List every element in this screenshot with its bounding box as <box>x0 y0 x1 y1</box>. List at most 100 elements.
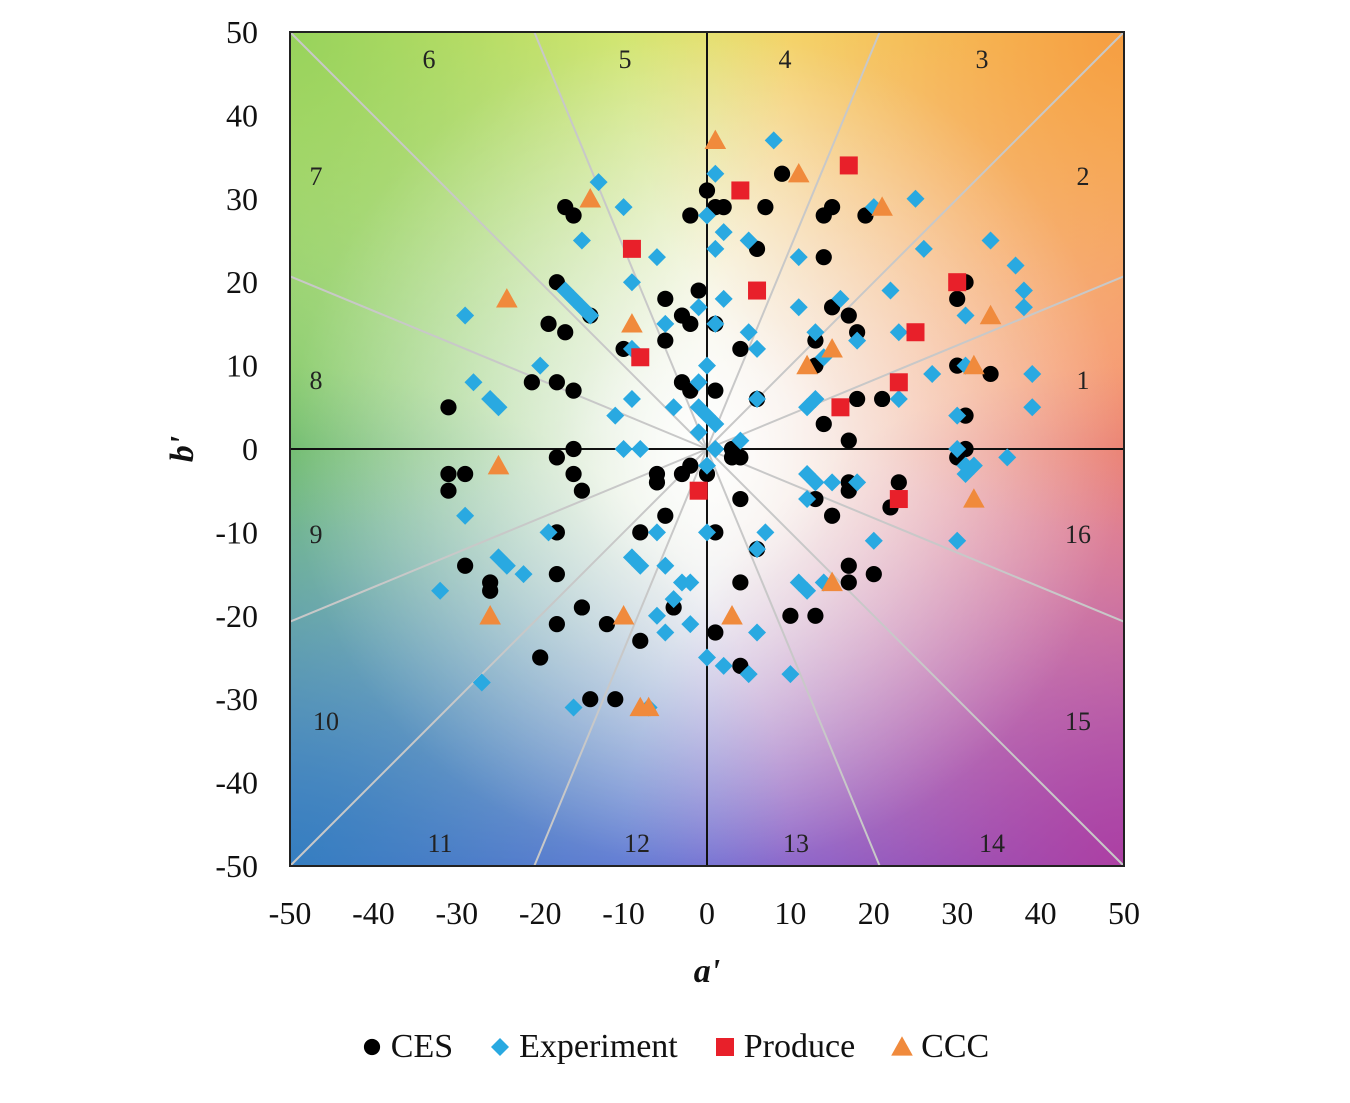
experiment-point <box>631 440 650 458</box>
ces-point <box>573 599 591 616</box>
experiment-point <box>789 298 808 317</box>
experiment-point <box>889 389 908 408</box>
experiment-point <box>956 306 975 325</box>
experiment-point <box>948 406 967 425</box>
ces-point <box>698 182 716 199</box>
sector-label-13: 13 <box>783 829 809 858</box>
legend-label: CCC <box>921 1028 990 1065</box>
ces-point <box>732 490 749 508</box>
sector-line <box>289 448 708 867</box>
produce-point <box>906 323 925 342</box>
series-ccc <box>479 129 1002 717</box>
ces-point <box>598 616 616 633</box>
x-tick-label: 30 <box>941 895 973 931</box>
sector-label-14: 14 <box>979 829 1005 858</box>
experiment-point <box>864 531 883 550</box>
experiment-point <box>781 665 800 684</box>
ces-point <box>840 432 857 449</box>
produce-point <box>839 156 858 175</box>
experiment-point <box>948 531 967 550</box>
experiment-point <box>1023 398 1042 417</box>
sector-line <box>706 275 1125 450</box>
y-tick-label: -10 <box>215 514 258 550</box>
ces-point <box>773 165 791 182</box>
experiment-point <box>806 323 825 342</box>
sector-label-15: 15 <box>1065 707 1091 736</box>
experiment-point <box>1023 364 1042 383</box>
ces-point <box>573 482 591 499</box>
legend-marker-shape <box>715 1038 734 1056</box>
legend: CES Experiment Produce CCC <box>0 1028 1350 1066</box>
experiment-point <box>848 331 867 350</box>
x-tick-labels: -50 -40 -30 -20 -10 0 10 20 30 40 50 <box>269 895 1140 931</box>
experiment-point <box>614 440 633 458</box>
experiment-point <box>1006 256 1025 275</box>
experiment-point <box>739 665 758 684</box>
experiment-point <box>472 673 491 692</box>
ccc-point <box>821 571 843 592</box>
ces-point <box>482 582 499 599</box>
y-tick-label: 10 <box>226 348 258 384</box>
sector-line <box>706 31 881 450</box>
experiment-point <box>681 615 700 634</box>
experiment-point <box>431 581 450 600</box>
sector-label-1: 1 <box>1077 366 1090 395</box>
ccc-point <box>479 605 501 625</box>
experiment-point <box>998 448 1017 467</box>
ces-point <box>682 207 699 224</box>
experiment-point <box>1014 281 1033 300</box>
ces-point <box>824 507 841 524</box>
experiment-point <box>806 473 825 492</box>
experiment-point <box>656 556 675 575</box>
ccc-point <box>821 338 843 358</box>
ccc-point <box>637 696 660 717</box>
ces-point <box>865 566 882 583</box>
experiment-point <box>831 289 850 308</box>
ces-point <box>532 649 549 666</box>
ces-point <box>732 449 749 466</box>
experiment-point <box>514 565 533 584</box>
ces-point <box>673 465 691 483</box>
ccc-point <box>963 488 985 508</box>
experiment-point <box>664 590 683 609</box>
experiment-point <box>564 698 583 717</box>
experiment-point <box>1014 298 1033 317</box>
experiment-point <box>714 656 733 675</box>
ces-point <box>690 282 707 299</box>
sector-line <box>706 448 1125 867</box>
ccc-point <box>796 354 818 375</box>
experiment-point <box>706 440 725 458</box>
plot-frame <box>289 31 1125 867</box>
experiment-point <box>698 648 716 667</box>
sector-line <box>706 448 881 867</box>
sector-label-3: 3 <box>976 45 989 74</box>
y-tick-label: 0 <box>242 431 258 467</box>
sector-label-12: 12 <box>624 829 650 858</box>
ccc-point <box>787 162 810 183</box>
experiment-point <box>739 231 758 250</box>
legend-item-produce: Produce <box>714 1028 855 1066</box>
sector-label-2: 2 <box>1077 162 1090 191</box>
experiment-point <box>806 389 825 408</box>
experiment-point <box>923 364 942 383</box>
experiment-point <box>748 540 767 559</box>
sector-line <box>289 275 708 450</box>
y-tick-label: 30 <box>226 181 258 217</box>
ccc-point <box>979 304 1002 325</box>
legend-label: Produce <box>743 1028 856 1065</box>
ces-point <box>440 482 457 499</box>
ces-point <box>890 474 907 491</box>
ces-point <box>565 440 582 458</box>
sector-label-16: 16 <box>1065 520 1091 549</box>
ces-point <box>824 199 841 216</box>
produce-point <box>831 398 850 417</box>
legend-item-ces: CES <box>361 1028 453 1066</box>
experiment-point <box>656 314 675 333</box>
x-tick-label: 40 <box>1025 895 1057 931</box>
ccc-point <box>621 313 643 333</box>
experiment-point <box>698 523 716 542</box>
legend-marker-triangle <box>891 1036 913 1056</box>
experiment-point <box>789 573 808 592</box>
